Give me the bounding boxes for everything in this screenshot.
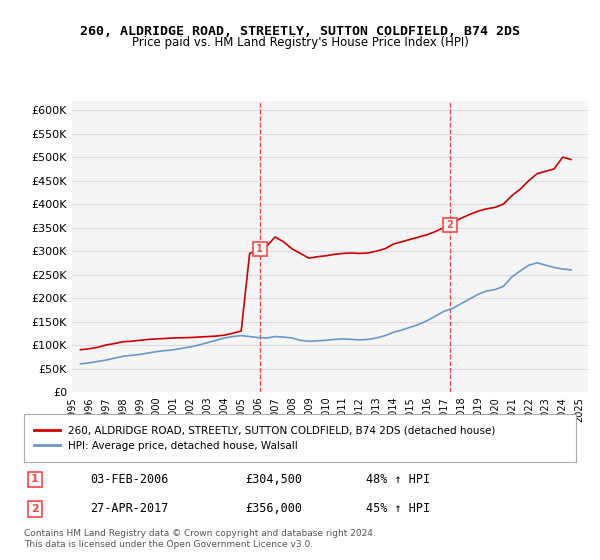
Text: 260, ALDRIDGE ROAD, STREETLY, SUTTON COLDFIELD, B74 2DS: 260, ALDRIDGE ROAD, STREETLY, SUTTON COL… [80, 25, 520, 38]
Text: Price paid vs. HM Land Registry's House Price Index (HPI): Price paid vs. HM Land Registry's House … [131, 36, 469, 49]
Text: £304,500: £304,500 [245, 473, 302, 486]
Text: 2: 2 [31, 504, 39, 514]
Text: 03-FEB-2006: 03-FEB-2006 [90, 473, 169, 486]
Text: £356,000: £356,000 [245, 502, 302, 515]
Text: 48% ↑ HPI: 48% ↑ HPI [366, 473, 430, 486]
Text: Contains HM Land Registry data © Crown copyright and database right 2024.
This d: Contains HM Land Registry data © Crown c… [24, 529, 376, 549]
Text: 27-APR-2017: 27-APR-2017 [90, 502, 169, 515]
Text: 1: 1 [256, 244, 263, 254]
Text: 2: 2 [446, 220, 453, 230]
Legend: 260, ALDRIDGE ROAD, STREETLY, SUTTON COLDFIELD, B74 2DS (detached house), HPI: A: 260, ALDRIDGE ROAD, STREETLY, SUTTON COL… [29, 422, 500, 455]
Text: 1: 1 [31, 474, 39, 484]
Text: 45% ↑ HPI: 45% ↑ HPI [366, 502, 430, 515]
